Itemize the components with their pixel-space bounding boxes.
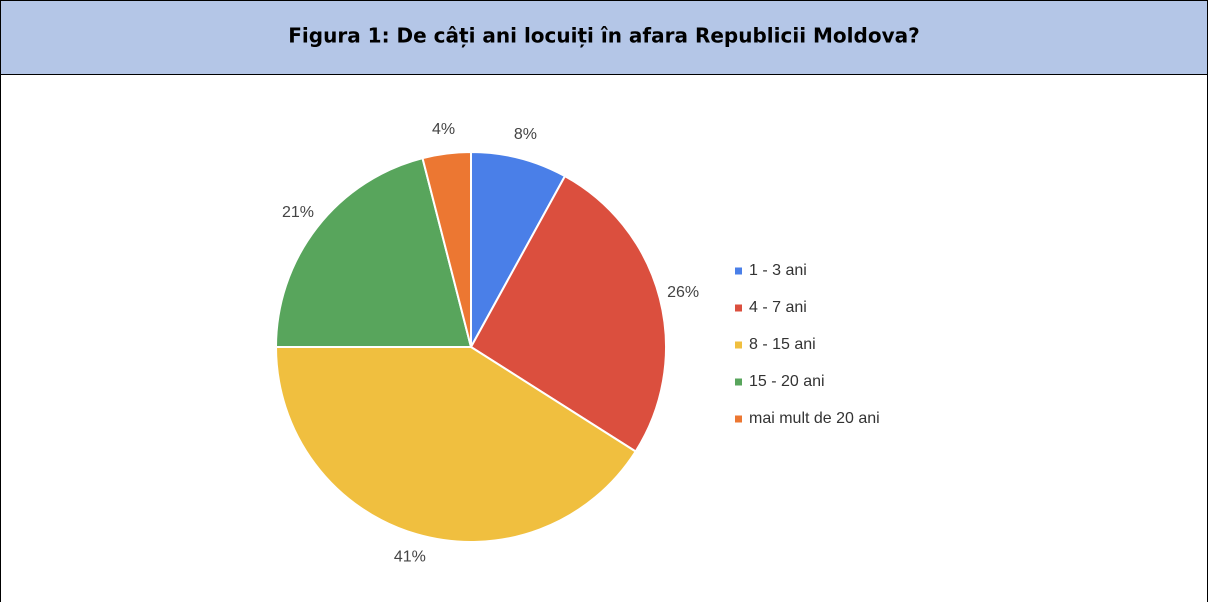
data-label: 26%: [667, 284, 699, 301]
pie-slice: [274, 156, 473, 348]
header-band: [0, 0, 1208, 75]
legend-swatch: [735, 304, 742, 312]
legend-swatch: [735, 378, 742, 386]
pie-slice: [469, 174, 667, 453]
legend-label: 4 - 7 ani: [749, 299, 807, 316]
pie-slice: [274, 346, 638, 543]
chart-title: Figura 1: De câți ani locuiți în afara R…: [288, 24, 919, 48]
data-label: 8%: [514, 126, 537, 143]
data-label: 4%: [432, 121, 455, 138]
legend-swatch: [735, 415, 742, 423]
legend-label: mai mult de 20 ani: [749, 410, 880, 427]
pie-slice: [470, 150, 567, 348]
data-label: 41%: [394, 549, 426, 566]
legend-label: 8 - 15 ani: [749, 336, 816, 353]
legend-swatch: [735, 267, 742, 275]
legend-label: 15 - 20 ani: [749, 373, 825, 390]
legend-label: 1 - 3 ani: [749, 262, 807, 279]
legend-swatch: [735, 341, 742, 349]
pie-slice: [421, 150, 472, 348]
data-label: 21%: [282, 204, 314, 221]
